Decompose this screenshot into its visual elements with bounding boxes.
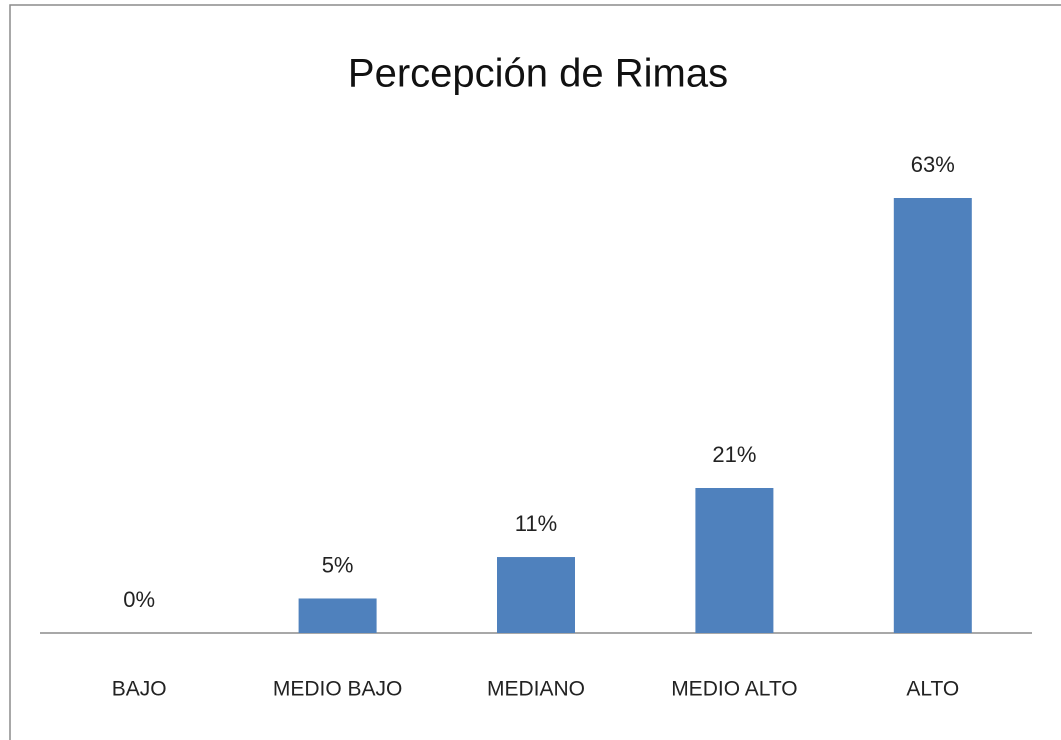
value-label: 21% bbox=[712, 442, 756, 467]
x-tick-label: MEDIANO bbox=[487, 678, 585, 701]
x-tick-label: BAJO bbox=[112, 678, 167, 701]
value-label: 5% bbox=[322, 552, 354, 577]
bar bbox=[695, 488, 774, 633]
bar bbox=[298, 598, 377, 633]
value-label: 11% bbox=[515, 511, 557, 536]
x-tick-label: MEDIO ALTO bbox=[671, 678, 797, 701]
x-tick-label: MEDIO BAJO bbox=[273, 678, 403, 701]
bar bbox=[497, 557, 575, 633]
bar bbox=[893, 198, 972, 633]
value-label: 0% bbox=[123, 587, 155, 612]
x-tick-label: ALTO bbox=[906, 678, 959, 701]
chart-title: Percepción de Rimas bbox=[348, 52, 728, 96]
value-label: 63% bbox=[911, 152, 955, 177]
